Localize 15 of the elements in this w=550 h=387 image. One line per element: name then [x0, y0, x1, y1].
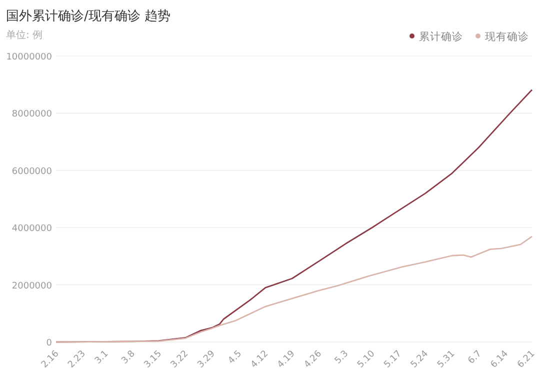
x-tick-label: 3.8 — [120, 348, 138, 366]
x-tick-label: 5.3 — [333, 349, 351, 366]
x-tick-label: 4.5 — [226, 349, 244, 366]
y-tick-label: 6000000 — [12, 166, 52, 177]
legend-label: 累计确诊 — [419, 30, 463, 43]
y-tick-label: 10000000 — [6, 52, 52, 62]
x-tick-label: 3.1 — [93, 349, 111, 366]
y-tick-label: 8000000 — [12, 110, 52, 120]
x-tick-label: 6.7 — [466, 349, 484, 366]
chart-subtitle: 单位: 例 — [6, 29, 43, 41]
y-tick-label: 2000000 — [12, 281, 52, 292]
chart-title: 国外累计确诊/现有确诊 趋势 — [6, 9, 171, 24]
legend-label: 现有确诊 — [485, 31, 529, 43]
y-tick-label: 0 — [46, 338, 52, 348]
y-tick-label: 4000000 — [12, 224, 52, 234]
